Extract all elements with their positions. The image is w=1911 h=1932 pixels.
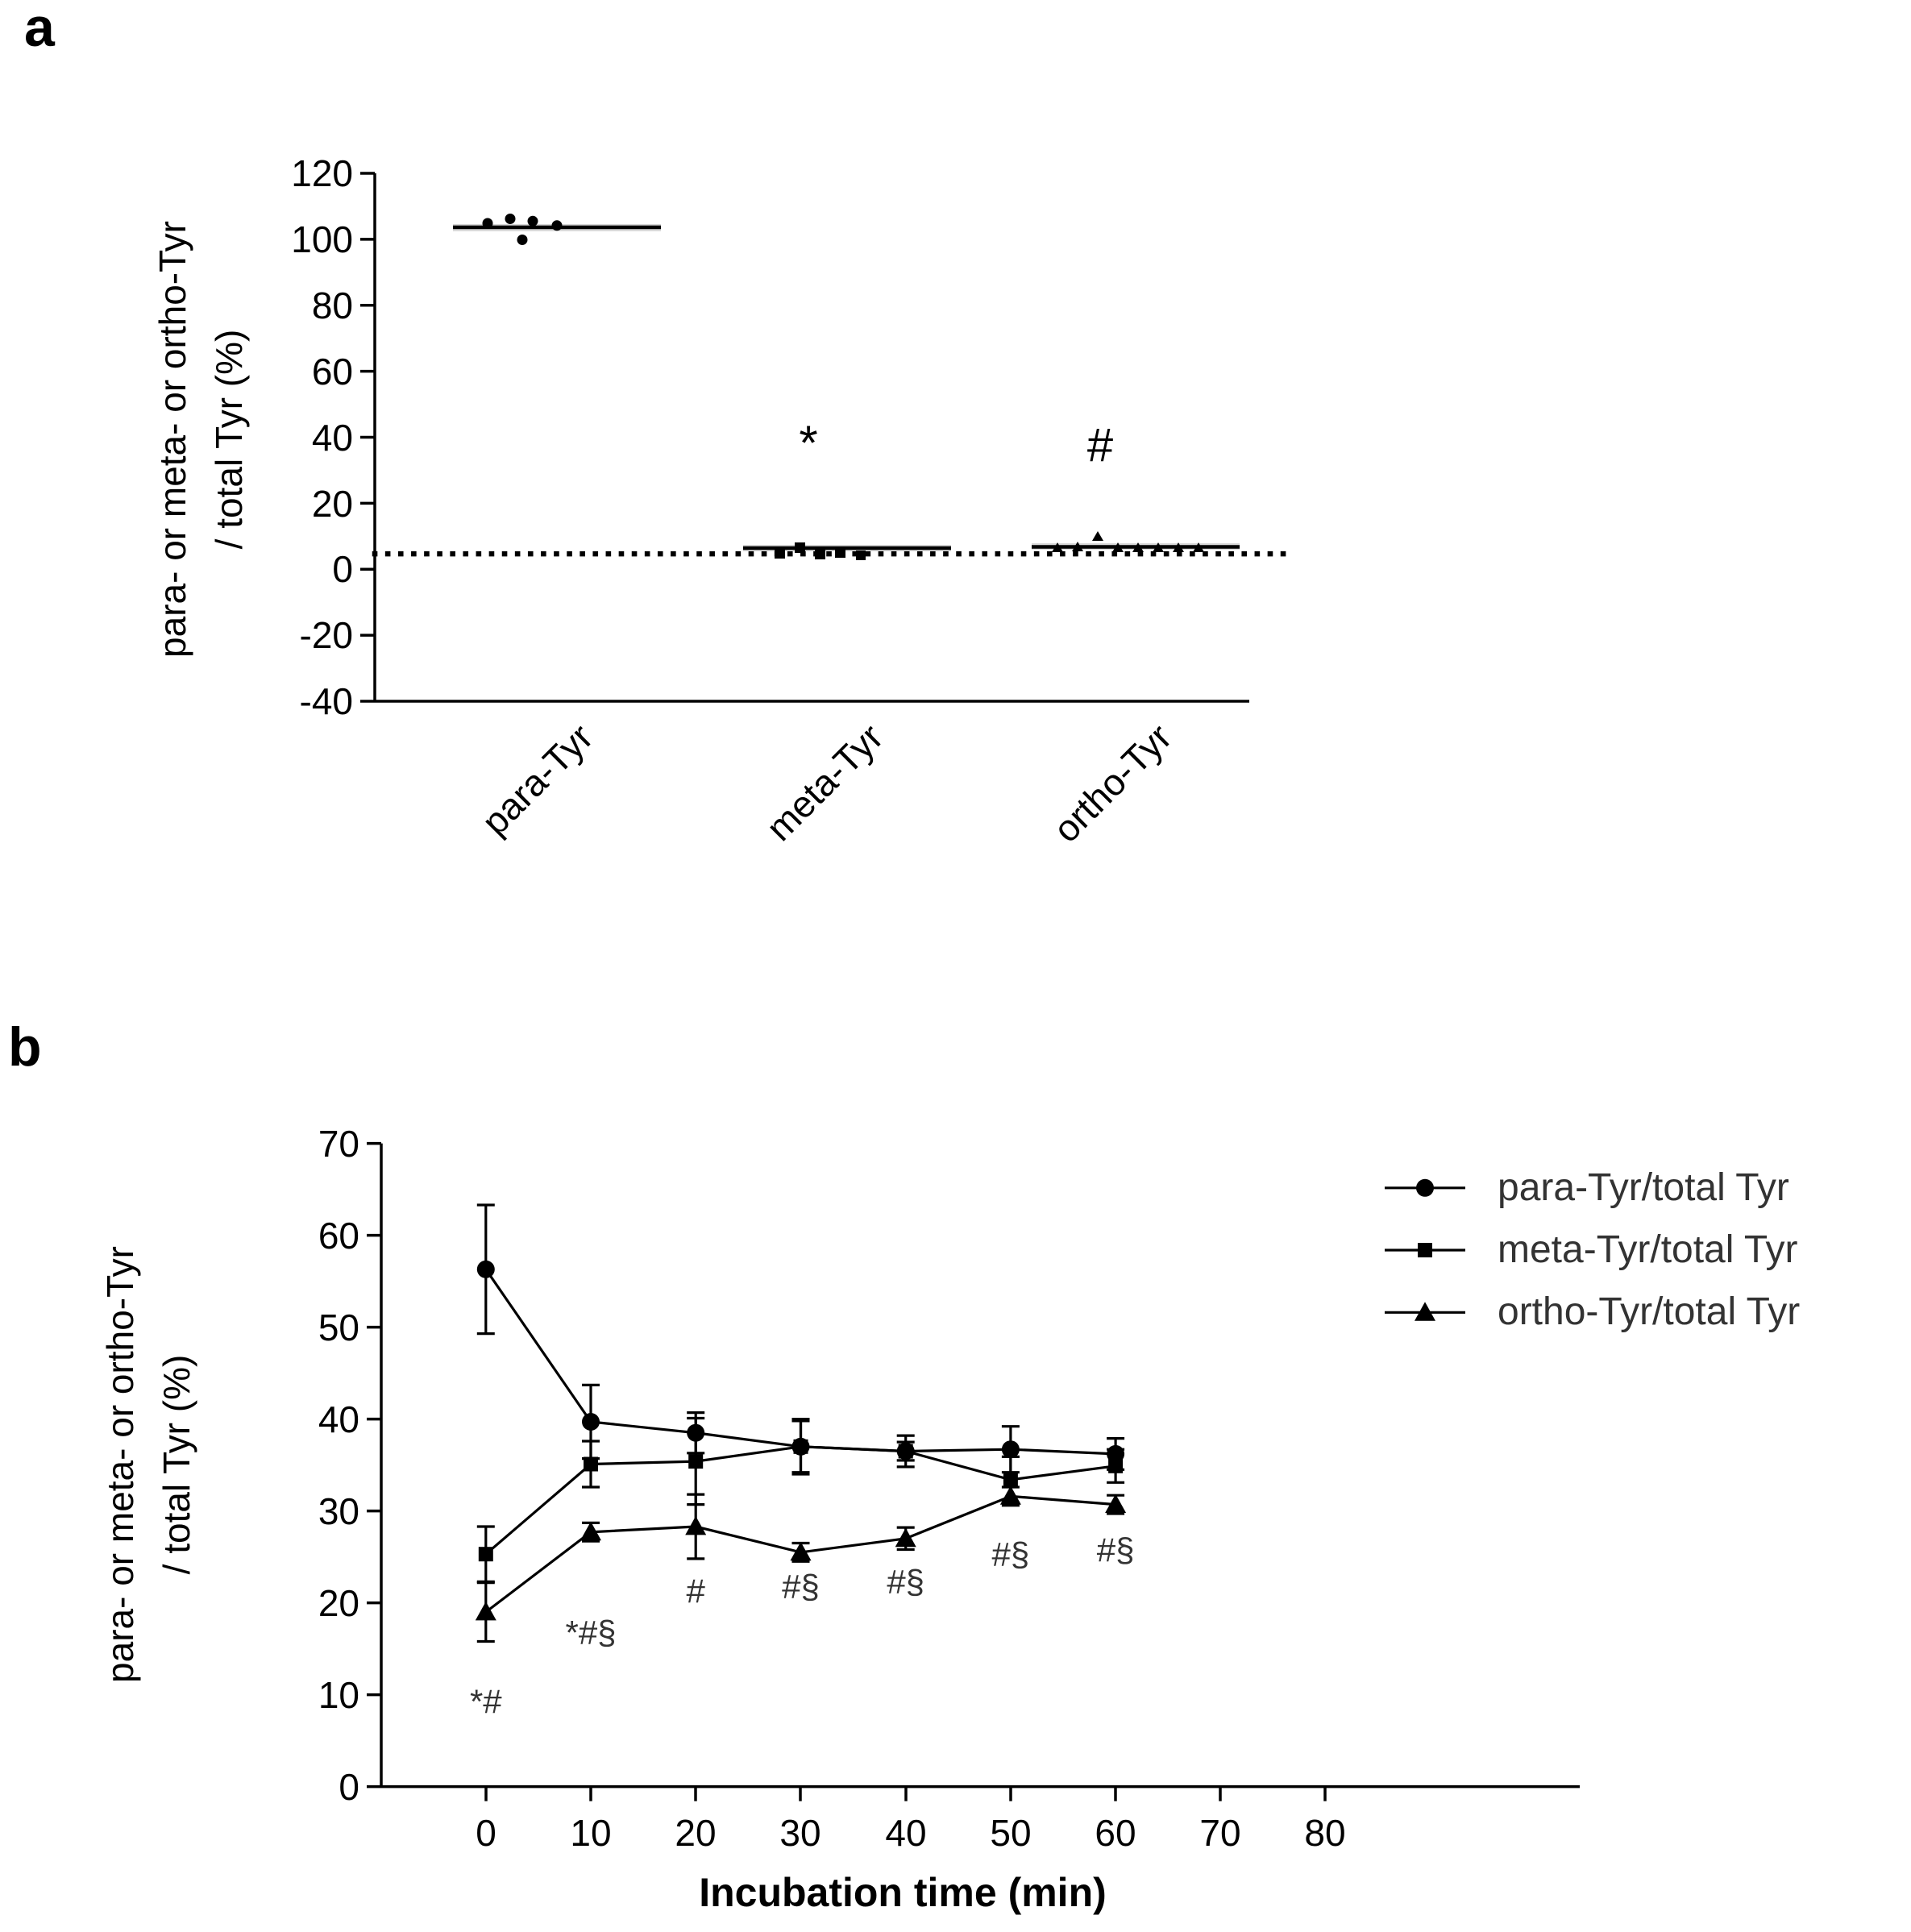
svg-text:#§: #§ [1097,1531,1135,1568]
svg-text:60: 60 [318,1215,359,1257]
svg-text:*#: *# [470,1682,502,1720]
svg-text:0: 0 [339,1766,359,1808]
svg-text:100: 100 [291,218,353,260]
svg-text:70: 70 [318,1123,359,1165]
svg-text:60: 60 [1095,1812,1136,1854]
svg-text:20: 20 [312,483,353,525]
svg-text:/ total Tyr (%): / total Tyr (%) [156,1355,197,1575]
svg-text:50: 50 [318,1307,359,1348]
svg-text:para-Tyr/total Tyr: para-Tyr/total Tyr [1498,1166,1789,1209]
svg-text:para- or meta- or ortho-Tyr: para- or meta- or ortho-Tyr [99,1246,141,1683]
svg-text:0: 0 [476,1812,496,1854]
svg-text:#§: #§ [992,1535,1030,1573]
svg-text:#§: #§ [887,1563,924,1601]
svg-text:para- or meta- or ortho-Tyr: para- or meta- or ortho-Tyr [152,221,193,658]
svg-text:20: 20 [675,1812,716,1854]
svg-text:-20: -20 [300,614,353,656]
svg-text:/ total Tyr (%): / total Tyr (%) [208,330,250,550]
svg-text:70: 70 [1199,1812,1240,1854]
svg-text:20: 20 [318,1582,359,1624]
svg-text:30: 30 [779,1812,820,1854]
svg-text:meta-Tyr: meta-Tyr [758,716,891,846]
svg-text:40: 40 [885,1812,926,1854]
svg-text:ortho-Tyr/total Tyr: ortho-Tyr/total Tyr [1498,1290,1800,1333]
svg-text:#: # [1087,419,1113,472]
svg-text:40: 40 [318,1398,359,1440]
svg-text:40: 40 [312,417,353,459]
svg-text:30: 30 [318,1490,359,1532]
svg-text:10: 10 [570,1812,611,1854]
svg-text:para-Tyr: para-Tyr [474,716,601,843]
svg-text:60: 60 [312,351,353,393]
svg-text:80: 80 [1304,1812,1345,1854]
svg-text:*#§: *#§ [565,1614,616,1652]
svg-text:meta-Tyr/total Tyr: meta-Tyr/total Tyr [1498,1228,1798,1271]
svg-text:120: 120 [291,152,353,194]
svg-text:50: 50 [990,1812,1031,1854]
svg-text:#: # [687,1573,706,1610]
svg-text:*: * [799,416,817,470]
svg-text:-40: -40 [300,680,353,722]
svg-text:ortho-Tyr: ortho-Tyr [1045,716,1180,846]
svg-text:Incubation time (min): Incubation time (min) [699,1870,1107,1915]
svg-text:10: 10 [318,1674,359,1716]
svg-text:#§: #§ [782,1568,820,1606]
svg-text:80: 80 [312,285,353,326]
svg-text:0: 0 [332,548,353,590]
